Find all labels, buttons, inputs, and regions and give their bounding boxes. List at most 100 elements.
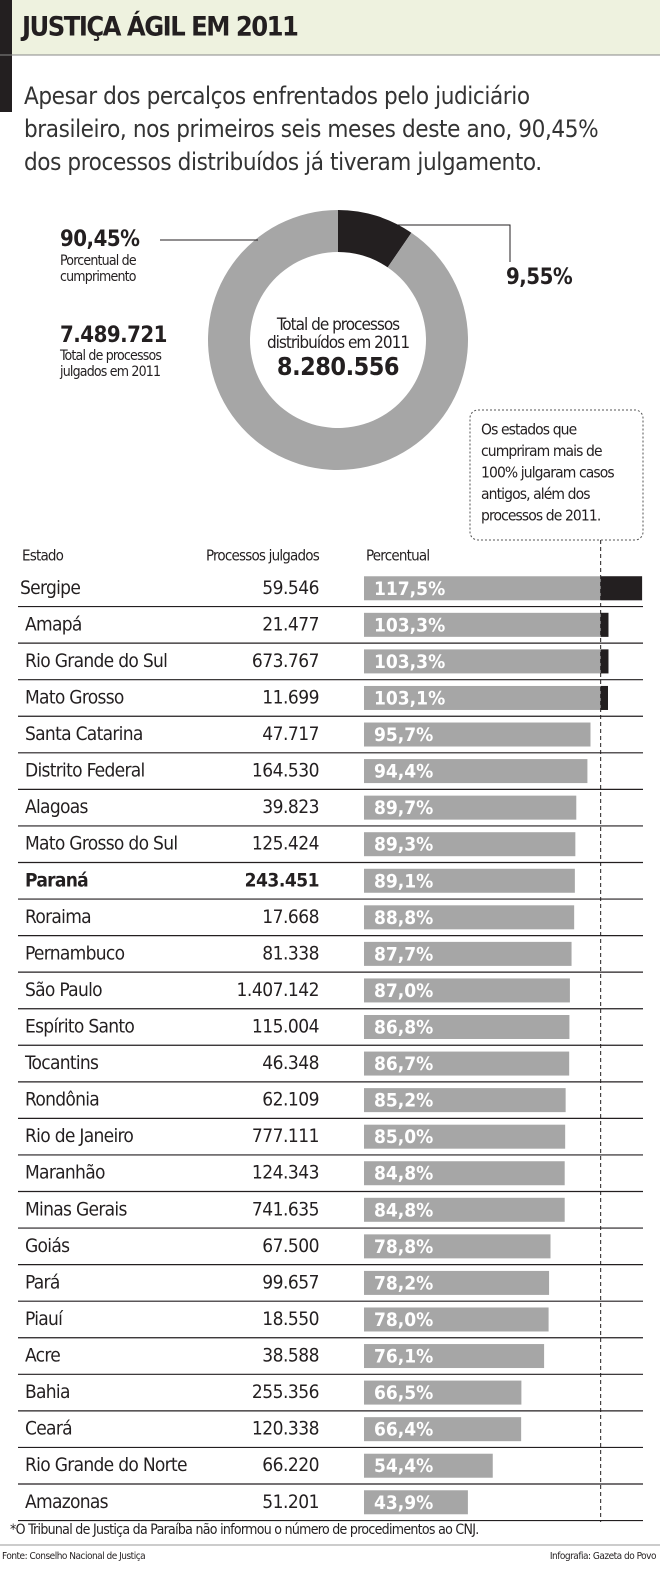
state-name: Alagoas	[25, 796, 88, 818]
caption: julgados em 2011	[59, 364, 160, 380]
value-label: 85,2%	[374, 1090, 433, 1112]
donut-slice	[338, 210, 412, 268]
bar	[364, 1234, 551, 1259]
judged-count: 47.717	[262, 723, 319, 745]
bar	[364, 722, 591, 747]
state-name: Distrito Federal	[25, 760, 145, 782]
value-label: 87,0%	[374, 980, 433, 1002]
bar	[364, 685, 609, 710]
state-name: Roraima	[25, 906, 91, 928]
bar	[364, 1417, 522, 1442]
state-name: Rondônia	[25, 1089, 99, 1111]
value-label: 84,8%	[374, 1199, 433, 1221]
excess-bar	[600, 685, 609, 710]
state-name: Amapá	[25, 613, 82, 635]
value-label: 84,8%	[374, 1163, 433, 1185]
bar	[364, 1197, 565, 1222]
caption: cumprimento	[60, 269, 137, 285]
judged-count: 66.220	[262, 1454, 319, 1476]
intro-line: dos processos distribuídos já tiveram ju…	[24, 148, 542, 176]
value-label: 66,4%	[374, 1419, 433, 1441]
judged-count: 741.635	[252, 1198, 319, 1220]
judged-count: 1.407.142	[237, 979, 319, 1001]
note-line: cumpriram mais de	[481, 442, 602, 460]
bar	[364, 1088, 566, 1113]
note-line: 100% julgaram casos	[481, 464, 614, 482]
judged-count: 124.343	[252, 1162, 319, 1184]
bar	[364, 1344, 545, 1369]
value-label: 89,7%	[374, 797, 433, 819]
value-label: 95,7%	[374, 724, 433, 746]
value-label: 78,0%	[374, 1309, 433, 1331]
value-label: 86,8%	[374, 1017, 433, 1039]
donut-slice	[208, 210, 469, 470]
state-name: São Paulo	[25, 979, 102, 1001]
bar	[364, 1124, 566, 1149]
state-name: Amazonas	[25, 1491, 109, 1513]
excess-bar	[600, 649, 609, 674]
value-label: 78,8%	[374, 1236, 433, 1258]
value-label: 89,1%	[374, 870, 433, 892]
bar	[364, 868, 575, 893]
judged-count: 38.588	[262, 1345, 319, 1367]
state-name: Acre	[25, 1345, 60, 1367]
center-caption: Total de processos	[276, 315, 400, 335]
bar	[364, 978, 570, 1003]
judged-count: 18.550	[262, 1308, 319, 1330]
state-name: Mato Grosso do Sul	[25, 833, 177, 855]
bar	[364, 759, 588, 784]
state-name: Goiás	[25, 1235, 70, 1257]
bar	[364, 1490, 468, 1515]
judged-count: 81.338	[262, 942, 319, 964]
state-name: Tocantins	[24, 1052, 99, 1074]
judged-count: 11.699	[262, 686, 319, 708]
value-label: 78,2%	[374, 1272, 433, 1294]
credit: Infografia: Gazeta do Povo	[550, 1551, 657, 1562]
judged-count: 164.530	[252, 760, 319, 782]
judged-count: 62.109	[262, 1089, 319, 1111]
value-label: 85,0%	[374, 1126, 433, 1148]
value-label: 103,1%	[374, 687, 445, 709]
note-line: antigos, além dos	[481, 485, 590, 503]
value-label: 87,7%	[374, 943, 433, 965]
value-label: 86,7%	[374, 1053, 433, 1075]
state-name: Paraná	[25, 869, 88, 891]
state-name: Rio de Janeiro	[25, 1125, 133, 1147]
value-label: 76,1%	[374, 1346, 433, 1368]
bar	[364, 795, 577, 820]
bar	[364, 1307, 549, 1332]
caption: Total de processos	[59, 348, 161, 364]
state-name: Mato Grosso	[25, 686, 124, 708]
bar	[364, 1453, 493, 1478]
bar	[364, 1015, 570, 1039]
center-total: 8.280.556	[277, 352, 399, 381]
judged-count: 777.111	[252, 1125, 319, 1147]
judged-count: 51.201	[262, 1491, 319, 1513]
judged-count: 255.356	[252, 1381, 319, 1403]
value-label: 43,9%	[374, 1492, 433, 1514]
bar	[364, 612, 609, 637]
judged-count: 67.500	[262, 1235, 319, 1257]
state-name: Minas Gerais	[25, 1198, 127, 1220]
excess-bar	[600, 612, 609, 637]
judged-count: 243.451	[245, 869, 319, 891]
title-band	[0, 0, 660, 55]
bar	[364, 832, 576, 857]
bar	[364, 1161, 565, 1186]
judged-count: 125.424	[252, 833, 319, 855]
value-label: 88,8%	[374, 907, 433, 929]
bar	[364, 1270, 550, 1295]
bar	[364, 1051, 570, 1076]
source: Fonte: Conselho Nacional de Justiça	[2, 1551, 145, 1562]
judged-count: 17.668	[262, 906, 319, 928]
value-label: 103,3%	[374, 614, 445, 636]
bar	[364, 1380, 522, 1405]
state-name: Rio Grande do Norte	[25, 1454, 187, 1476]
value-label: 9,55%	[506, 265, 573, 290]
judged-count: 21.477	[262, 613, 319, 635]
judged-count: 120.338	[252, 1418, 319, 1440]
value-label: 66,5%	[374, 1382, 433, 1404]
bar	[364, 649, 609, 674]
excess-bar	[600, 576, 643, 601]
state-name: Piauí	[25, 1308, 64, 1330]
